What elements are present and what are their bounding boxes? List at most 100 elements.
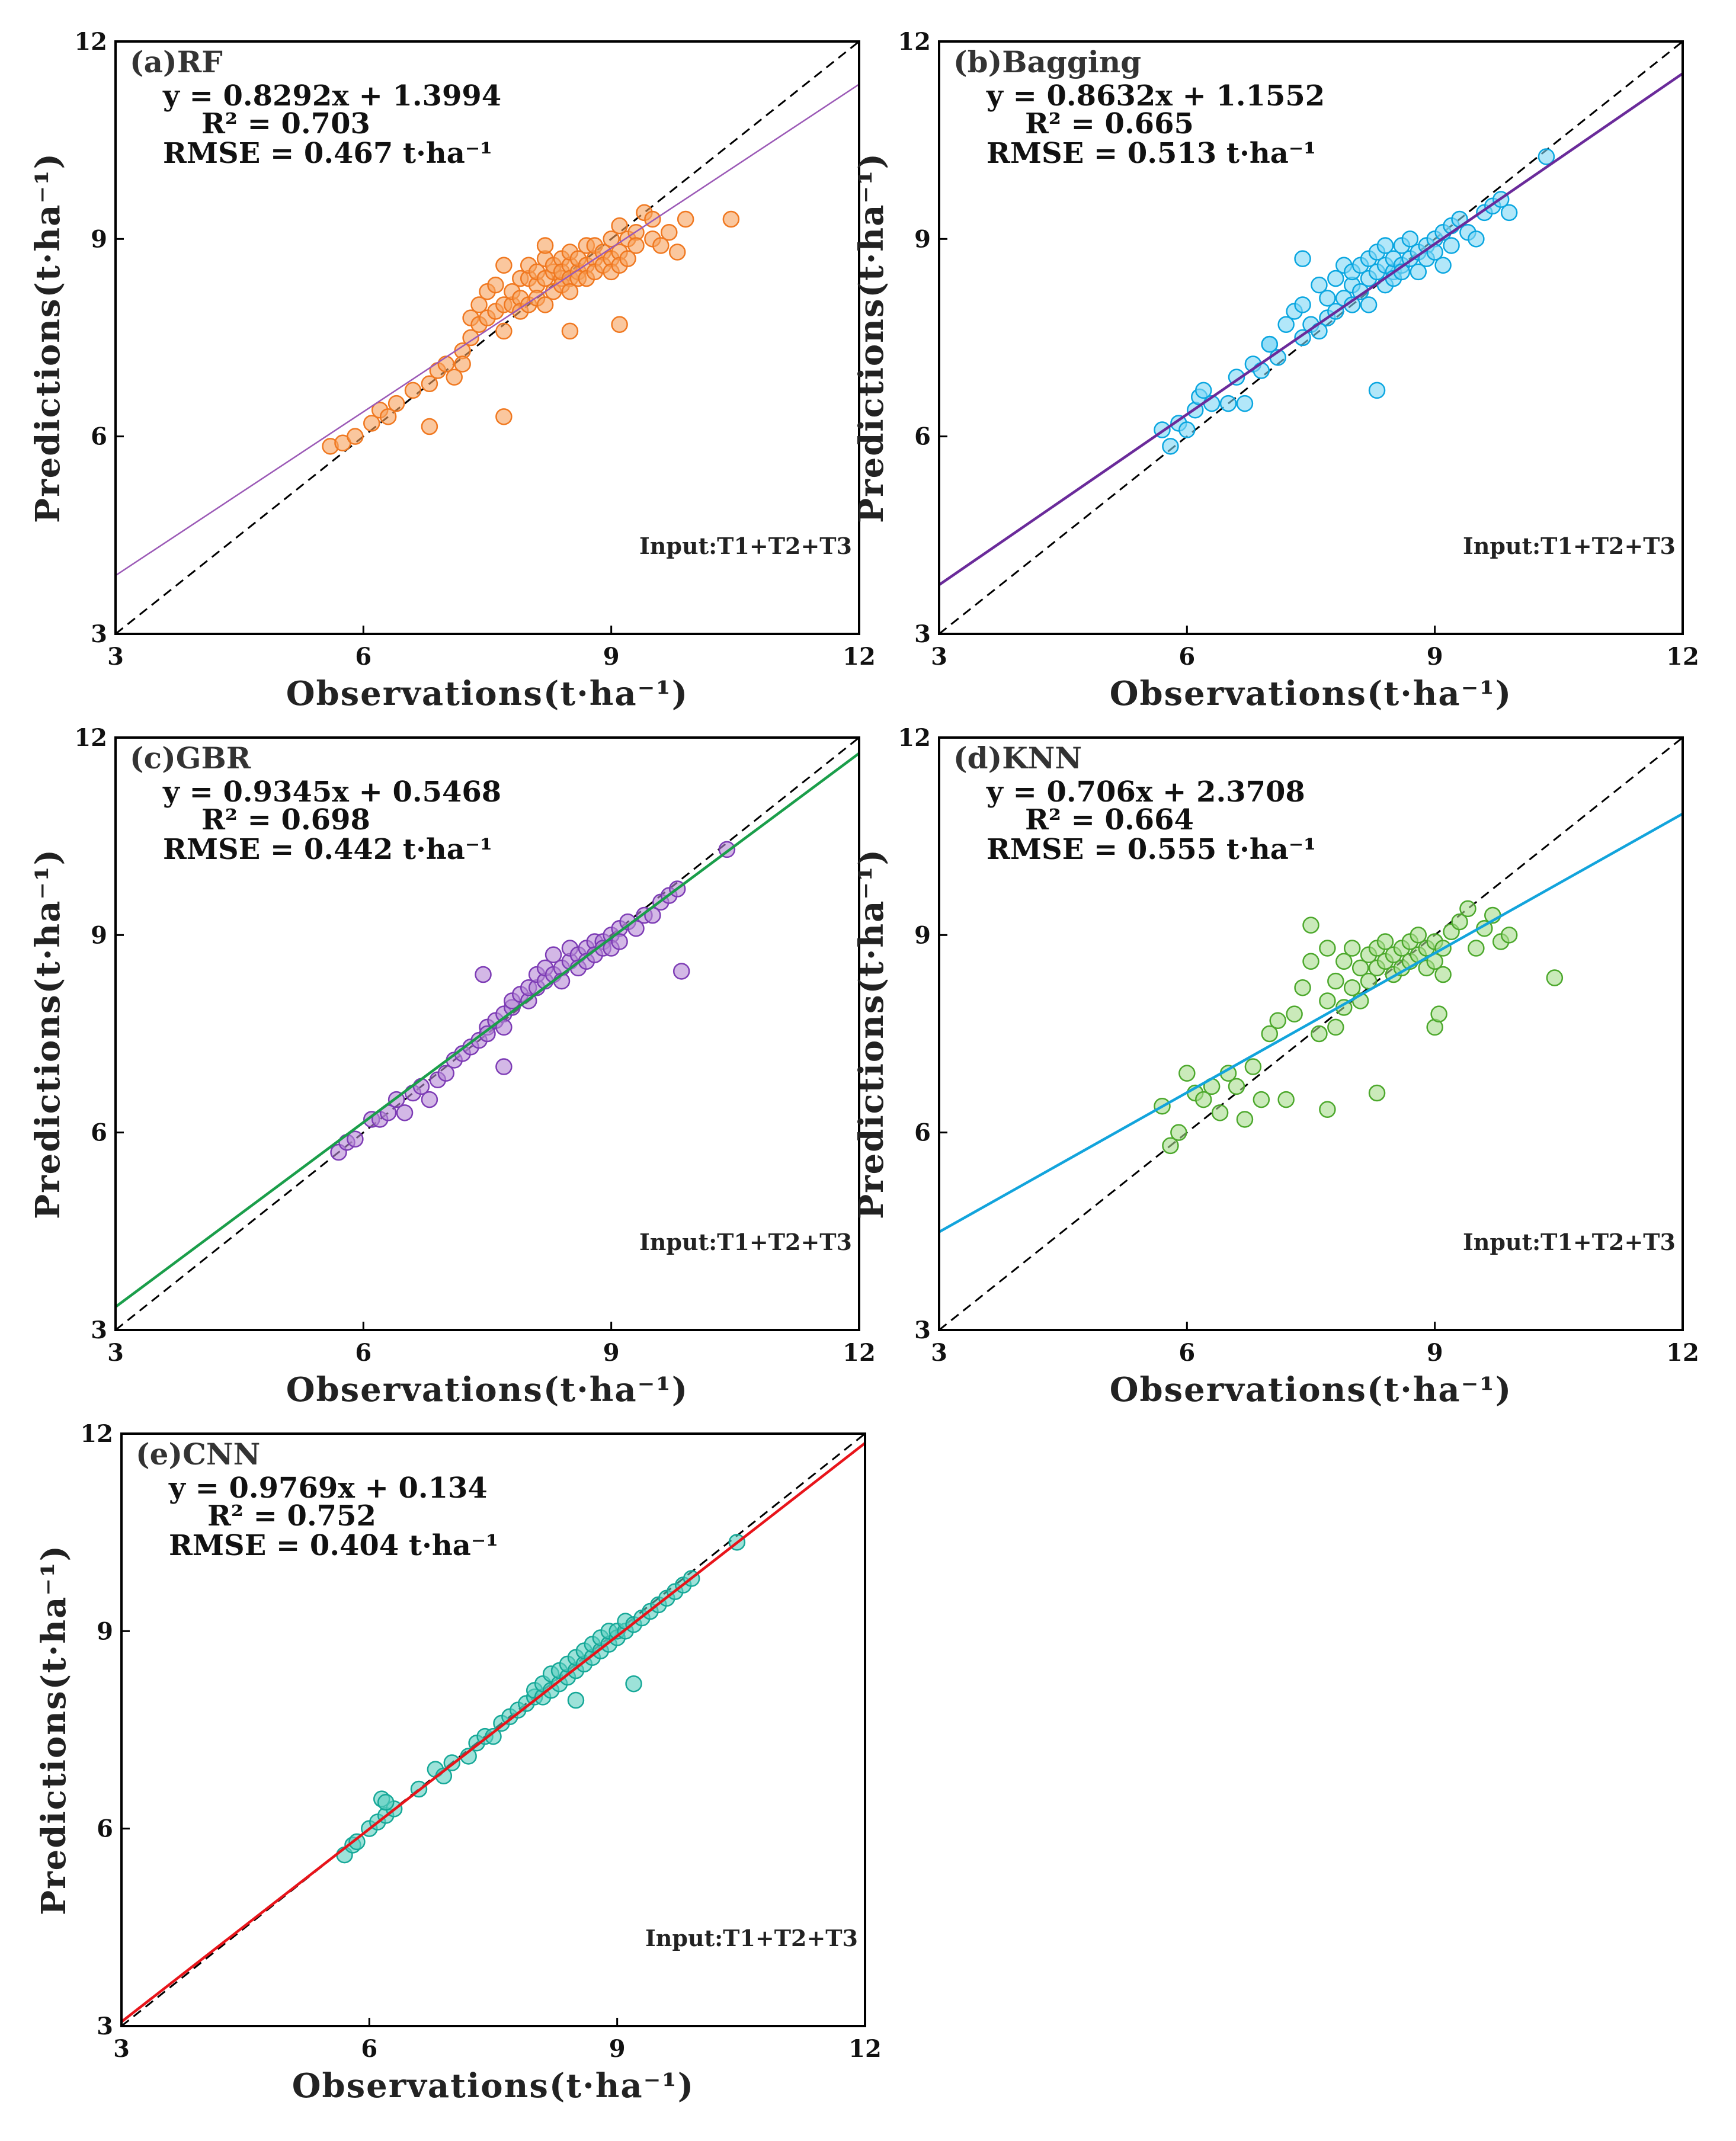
scatter-point [475,966,492,983]
scatter-point [1211,1104,1229,1121]
x-tick-label: 3 [931,1339,947,1367]
panel-e-ticks: 33 6 6 9 9 12 12 [80,1420,882,2063]
scatter-point [1459,900,1476,918]
y-tick-label: 6 [91,423,107,451]
panel-b-plot-area [939,41,1683,634]
scatter-point [536,296,554,313]
scatter-point [1261,335,1279,353]
panel-d-xlabel: Observations(t·ha⁻¹) [1110,1370,1513,1409]
panel-a-title: (a)RF [130,44,223,79]
scatter-point [1162,438,1179,455]
panel-d-rmse: RMSE = 0.555 t·ha⁻¹ [986,833,1316,866]
scatter-point [1327,1018,1344,1036]
x-tick-label: 9 [609,2035,626,2063]
panel-c-ticks: 33 6 6 9 9 12 12 [74,724,876,1367]
scatter-point [1294,296,1311,313]
y-tick-label: 6 [914,423,931,451]
scatter-point [347,428,364,445]
regression-line [121,1442,865,2023]
scatter-point [487,276,504,294]
panel-c-marks [116,738,859,1330]
y-tick-label: 12 [898,28,931,56]
scatter-point [1302,953,1319,970]
scatter-point [1219,395,1237,412]
scatter-point [1327,972,1344,990]
y-tick-label: 12 [74,724,107,752]
scatter-point [495,1018,513,1036]
panel-c-ylabel: Predictions(t·ha⁻¹) [28,848,68,1219]
one-to-one-line [116,41,859,634]
scatter-point [1178,421,1196,438]
scatter-point [1360,296,1378,313]
scatter-point [1434,966,1452,983]
panel-c-frame [114,736,860,1331]
x-tick-label: 3 [113,2035,130,2063]
panel-a-ticks: 33 6 6 9 9 12 12 [74,28,876,671]
scatter-point [421,375,438,393]
scatter-point [495,1058,513,1075]
scatter-point [379,408,397,425]
panel-d-input: Input:T1+T2+T3 [1463,1229,1676,1255]
scatter-point [1410,263,1427,281]
scatter-point [722,210,740,228]
regression-line [116,84,859,576]
panel-b-ylabel: Predictions(t·ha⁻¹) [852,152,891,523]
panel-e-frame [120,1432,866,2027]
panel-e-marks [121,1434,865,2026]
x-tick-label: 12 [848,2035,882,2063]
scatter-point [485,1727,502,1745]
y-tick-label: 3 [91,1316,107,1344]
panel-d-equation: y = 0.706x + 2.3708 [986,775,1305,809]
x-tick-label: 6 [361,2035,377,2063]
panel-e-ylabel: Predictions(t·ha⁻¹) [34,1544,73,1915]
scatter-point [479,1025,496,1043]
scatter-point [377,1793,395,1811]
scatter-point [1228,368,1245,386]
scatter-point [677,210,694,228]
scatter-point [1294,250,1311,267]
x-tick-label: 3 [931,643,947,671]
scatter-point [544,946,562,963]
y-tick-label: 6 [914,1119,931,1147]
scatter-point [1468,230,1485,248]
panel-e-equation: y = 0.9769x + 0.134 [168,1472,488,1505]
panel-b-equation: y = 0.8632x + 1.1552 [986,79,1325,113]
scatter-point [462,329,479,347]
scatter-point [1253,1091,1270,1108]
panel-b-ticks: 33 6 6 9 9 12 12 [898,28,1699,671]
scatter-point [470,296,488,313]
scatter-point [619,250,636,267]
scatter-point [1538,148,1555,165]
panel-c-equation: y = 0.9345x + 0.5468 [162,775,501,809]
scatter-point [1294,329,1311,347]
panel-d-title: (d)KNN [953,741,1082,775]
panel-c: 33 6 6 9 9 12 12 (c)GBR y = 0.9345x + 0.5468 R… [28,724,876,1409]
scatter-point [611,933,628,950]
x-tick-label: 6 [355,1339,371,1367]
x-tick-label: 12 [843,643,876,671]
scatter-point [1500,927,1518,944]
y-tick-label: 9 [91,921,107,949]
y-tick-label: 3 [914,1316,931,1344]
scatter-point [421,1091,438,1108]
panel-d-r2: R² = 0.664 [1025,803,1194,836]
scatter-point [1244,1058,1262,1075]
scatter-point [1194,1091,1212,1108]
panel-b-r2: R² = 0.665 [1025,107,1194,140]
y-tick-label: 12 [80,1420,113,1448]
y-tick-label: 6 [91,1119,107,1147]
panel-d-frame [938,736,1684,1331]
one-to-one-line [121,1434,865,2026]
panel-c-plot-area [116,738,859,1330]
scatter-point [1311,276,1328,294]
scatter-point [1253,362,1270,379]
scatter-point [1327,270,1344,287]
scatter-point [495,257,513,274]
scatter-point [495,408,513,425]
regression-line [939,812,1683,1233]
panel-a-plot-area [116,41,859,634]
x-tick-label: 9 [1427,643,1443,671]
regression-line [116,752,859,1308]
scatter-point [1277,1091,1295,1108]
x-tick-label: 3 [107,643,124,671]
